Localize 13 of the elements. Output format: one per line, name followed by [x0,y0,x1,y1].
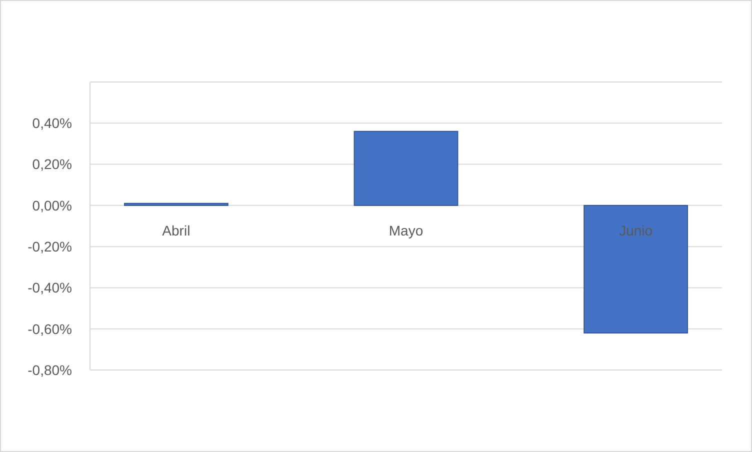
bar [584,204,688,334]
y-tick-label: 0,40% [32,115,72,132]
bar [124,202,228,206]
x-tick-label: Abril [162,222,190,238]
x-tick-label: Mayo [388,222,424,238]
y-tick-label: 0,00% [32,197,72,214]
bar [354,130,458,206]
x-tick-label: Junio [619,222,653,238]
y-tick-label: -0,60% [28,320,72,337]
y-tick-label: -0,80% [28,362,72,378]
y-tick-label: -0,20% [28,238,72,254]
y-tick-label: -0,40% [28,280,72,296]
y-tick-label: 0,20% [32,156,72,172]
